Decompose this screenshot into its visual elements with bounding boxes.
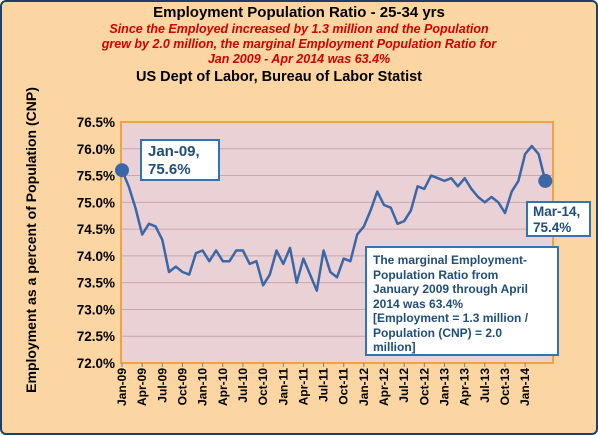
highlight-markers	[115, 163, 553, 188]
x-tick-label: Oct-12	[417, 368, 431, 406]
x-tick-label: Jul-12	[397, 368, 411, 403]
y-tick-label: 74.0%	[77, 249, 115, 264]
x-axis-ticks: Jan-09 Apr-09 Jul-09 Oct-09 Jan-10 Apr-10 Jul-…	[115, 363, 532, 406]
note-line-1: The marginal Employment-	[373, 253, 528, 267]
x-tick-label: Apr-09	[135, 368, 149, 406]
y-tick-label: 74.5%	[77, 222, 115, 237]
x-tick-label: Jan-10	[196, 368, 210, 406]
callout-start: Jan-09, 75.6%	[140, 139, 220, 181]
x-tick-label: Jan-14	[518, 368, 532, 406]
note-line-4: 2014 was 63.4%	[373, 296, 464, 311]
x-tick-label: Oct-10	[256, 368, 270, 406]
callout-end: Mar-14, 75.4%	[526, 201, 591, 237]
x-tick-label: Jul-13	[478, 368, 492, 403]
x-tick-label: Jul-09	[155, 368, 169, 403]
note-line-3: January 2009 through April	[373, 282, 528, 296]
y-tick-label: 76.5%	[77, 115, 115, 130]
y-tick-label: 73.0%	[77, 302, 115, 317]
x-tick-label: Oct-11	[337, 368, 351, 405]
note-line-7: million]	[373, 340, 416, 354]
callout-start-line-1: Jan-09,	[148, 143, 200, 160]
subtitle-line-3: Jan 2009 - Apr 2014 was 63.4%	[207, 52, 391, 66]
y-tick-label: 72.5%	[77, 329, 115, 344]
x-tick-label: Jul-10	[236, 368, 250, 403]
callout-end-line-1: Mar-14,	[533, 204, 581, 219]
highlight-point	[115, 163, 129, 178]
callout-start-line-2: 75.6%	[148, 161, 191, 178]
series-line	[120, 144, 547, 292]
x-tick-label: Jan-09	[115, 368, 129, 406]
source-label: US Dept of Labor, Bureau of Labor Statis…	[136, 69, 422, 85]
x-tick-label: Apr-10	[216, 368, 230, 406]
subtitle-line-1: Since the Employed increased by 1.3 mill…	[109, 22, 489, 36]
highlight-point	[538, 173, 553, 188]
y-tick-label: 75.5%	[77, 169, 115, 184]
note-line-6: Population (CNP) = 2.0	[373, 325, 503, 340]
note-line-5: [Employment = 1.3 million /	[373, 311, 529, 325]
y-tick-label: 76.0%	[77, 142, 115, 157]
y-tick-label: 75.0%	[77, 195, 115, 210]
x-tick-label: Apr-13	[458, 368, 472, 406]
y-tick-label: 72.0%	[77, 356, 115, 371]
x-tick-label: Oct-13	[498, 368, 512, 406]
x-tick-label: Apr-11	[296, 368, 310, 406]
y-axis-ticks: 76.5% 76.0% 75.5% 75.0% 74.5% 74.0% 73.5% 73.0%…	[77, 115, 115, 371]
note-line-2: Population Ratio from	[373, 267, 499, 282]
y-tick-label: 73.5%	[77, 276, 115, 291]
x-tick-label: Jan-13	[438, 368, 452, 406]
x-tick-label: Apr-12	[377, 368, 391, 406]
callout-note: The marginal Employment- Population Rati…	[365, 246, 559, 356]
y-axis-label: Employment as a percent of Population (C…	[23, 87, 39, 393]
x-tick-label: Jan-12	[357, 368, 371, 406]
x-tick-label: Oct-09	[175, 368, 189, 406]
subtitle-line-2: grew by 2.0 million, the marginal Employ…	[101, 37, 497, 51]
callout-end-line-2: 75.4%	[533, 220, 572, 235]
x-tick-label: Jul-11	[317, 368, 331, 402]
x-tick-label: Jan-11	[276, 368, 290, 406]
chart-title: Employment Population Ratio - 25-34 yrs	[153, 4, 445, 21]
